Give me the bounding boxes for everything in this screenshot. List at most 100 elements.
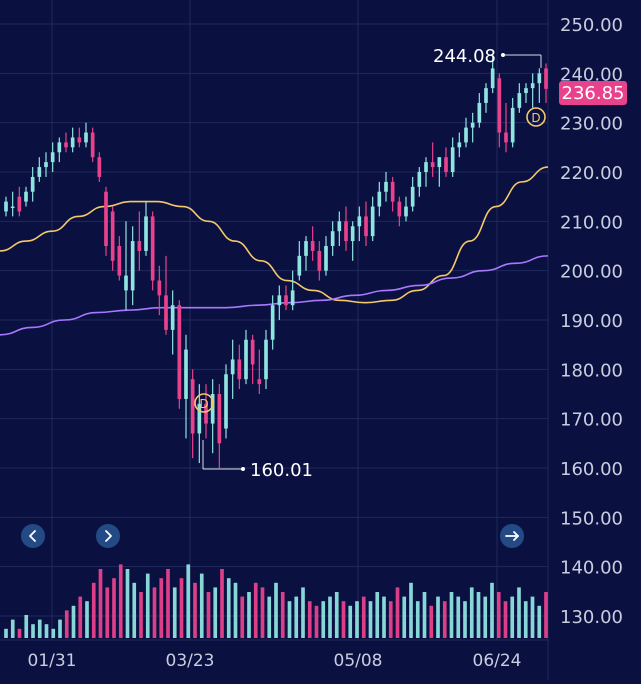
volume-bar [166,569,170,638]
volume-bar [213,587,218,638]
y-tick-label: 220.00 [560,163,623,184]
y-tick-label: 150.00 [560,508,623,529]
annotations: 244.08 160.01 D D [194,46,546,481]
candle-body [350,226,355,242]
candle-body [237,359,242,380]
candle-body [317,250,322,271]
volume-bar [436,596,440,638]
volume-bar [179,578,184,638]
y-tick-label: 160.00 [560,459,623,480]
volume-bar [483,596,488,638]
high-annotation-label: 244.08 [433,46,496,67]
volume-bar [442,601,447,638]
candle-body [184,349,188,399]
candle-body [284,295,288,306]
candle-body [24,191,28,202]
candle-body [410,186,415,207]
last-price-label: 236.85 [562,83,625,104]
volume-bar [402,596,407,638]
volume-bar [375,592,380,638]
y-tick-label: 230.00 [560,114,623,135]
candle-body [524,88,528,94]
y-tick-label: 140.00 [560,558,623,579]
volume-bar [307,601,312,638]
volume-bar [64,610,69,638]
volume-bar [10,619,15,638]
volume-bar [530,596,535,638]
candle-body [464,127,468,143]
volume-bar [253,582,258,638]
chevron-right-icon [105,530,112,542]
low-annotation-label: 160.01 [250,460,313,481]
volume-bar [476,592,481,638]
candle-body [530,83,535,89]
candlesticks [4,53,548,468]
candle-body [144,216,148,251]
candle-body [230,359,235,375]
volume-bar [17,628,22,638]
high-dot [501,53,505,57]
candle-body [84,132,88,143]
volume-bar [280,592,285,638]
volume-bar [449,592,454,638]
scroll-forward-button[interactable] [96,524,120,548]
y-tick-label: 170.00 [560,410,623,431]
volume-bar [510,596,515,638]
volume-bar [503,601,508,638]
volume-bar [233,582,238,638]
y-tick-label: 240.00 [560,64,623,85]
axes: 250.00 240.00 230.00 220.00 210.00 200.00 190.… [28,15,623,671]
volume-bar [31,624,35,638]
volume-bar [409,582,413,638]
candle-body [304,241,308,256]
candle-body [364,216,368,237]
volume-bar [415,601,420,638]
candle-body [377,191,382,207]
dividend-marker[interactable]: D [526,107,546,127]
candle-body [137,241,142,251]
candle-body [150,216,155,281]
candle-body [477,102,482,123]
candle-body [264,339,268,380]
volume-bar [71,605,76,638]
candle-body [470,122,475,128]
dividend-marker[interactable]: D [194,393,214,413]
jump-to-latest-button[interactable] [500,524,524,548]
volume-bar [132,582,137,638]
candle-body [510,107,515,143]
volume-bar [490,582,494,638]
candle-body [44,162,48,168]
volume-bar [301,587,305,638]
candle-body [277,295,282,306]
candle-body [537,73,542,84]
candle-body [117,246,122,276]
grid-lines [0,0,549,680]
candle-body [450,147,455,172]
y-tick-label: 130.00 [560,607,623,628]
candle-body [57,142,62,153]
candle-body [10,206,15,209]
candle-body [17,196,22,212]
candle-body [390,181,395,202]
candle-body [244,339,248,380]
scroll-back-button[interactable] [21,524,45,548]
volume-bar [429,605,434,638]
candle-body [37,167,42,177]
candle-body [50,152,55,163]
candle-body [270,305,275,340]
candle-body [104,191,108,246]
candle-body [484,88,488,103]
volume-bar [294,596,299,638]
candle-body [204,403,208,424]
y-tick-label: 190.00 [560,311,623,332]
volume-bar [456,596,461,638]
candle-body [337,221,342,232]
candle-body [130,241,135,291]
volume-bar [91,582,96,638]
volume-bar [206,592,211,638]
volume-bar [382,596,386,638]
candle-body [170,305,175,330]
volume-bar [193,582,197,638]
chevron-left-icon [29,530,36,542]
